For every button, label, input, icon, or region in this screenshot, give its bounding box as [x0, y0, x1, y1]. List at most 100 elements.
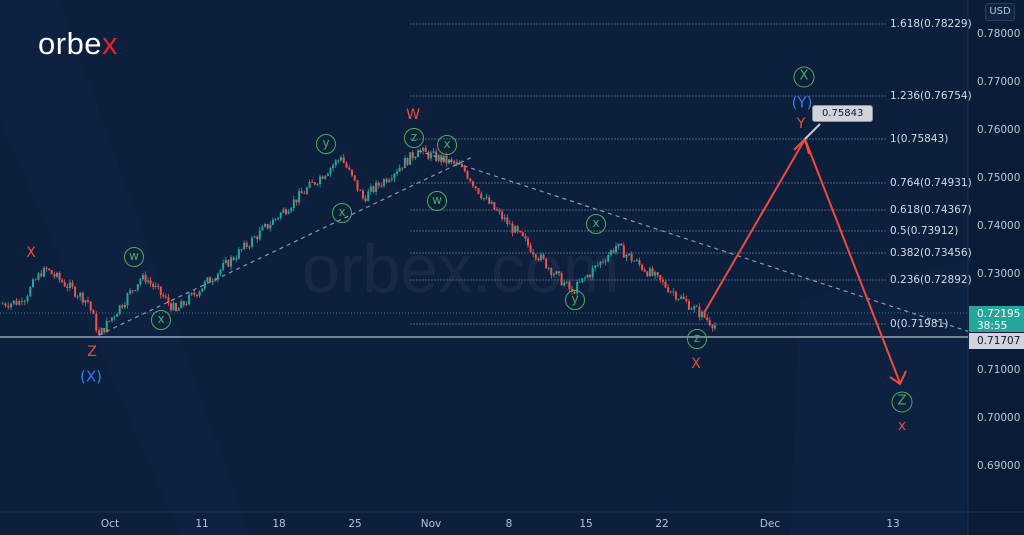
candle-body — [311, 181, 314, 183]
wave-label: x — [151, 310, 171, 330]
candle-body — [563, 282, 566, 286]
time-tick: 8 — [505, 518, 513, 530]
candle-body — [337, 160, 340, 162]
candle-body — [417, 150, 419, 157]
candle-body — [253, 236, 256, 238]
fib-level-label: 0.5(0.73912) — [890, 225, 959, 237]
candle-body — [334, 160, 337, 166]
candle-body — [685, 298, 688, 302]
candle-body — [625, 254, 628, 258]
candle-body — [377, 182, 380, 186]
candle-body — [152, 283, 155, 287]
fib-level-label: 0(0.71981) — [890, 318, 949, 330]
candle-body — [129, 290, 132, 294]
candle-body — [110, 317, 113, 321]
candle-body — [643, 269, 646, 272]
candle-body — [677, 298, 680, 300]
candle-body — [256, 236, 259, 240]
candle-body — [290, 208, 293, 212]
candle-body — [131, 290, 134, 292]
candle-body — [687, 301, 690, 310]
candle-body — [177, 308, 180, 311]
candle-body — [359, 190, 362, 192]
candle-body — [193, 292, 196, 295]
candle-body — [560, 273, 563, 286]
candle-body — [488, 197, 491, 204]
candle-body — [351, 169, 353, 176]
candle-body — [250, 237, 253, 247]
candle-body — [469, 178, 472, 182]
candle-body — [490, 202, 493, 204]
candle-body — [53, 274, 56, 277]
candle-body — [607, 255, 610, 262]
candle-body — [534, 254, 537, 259]
candle-body — [116, 314, 119, 317]
candle-body — [527, 238, 529, 246]
candle-body — [542, 254, 545, 259]
target-price-callout[interactable]: 0.75843 — [812, 105, 874, 122]
candle-body — [211, 280, 214, 283]
candle-body — [113, 316, 116, 318]
candle-body — [43, 267, 45, 277]
wave-label: z — [687, 329, 707, 349]
candle-body — [305, 187, 308, 194]
price-tick: 0.73000 — [977, 268, 1021, 280]
candle-body — [279, 212, 282, 218]
logo-text: orbe — [38, 26, 103, 61]
candle-body — [154, 285, 157, 287]
candle-body — [74, 286, 77, 297]
candle-body — [81, 292, 84, 303]
candle-body — [298, 191, 301, 203]
candle-body — [353, 175, 356, 181]
time-tick: 11 — [195, 518, 209, 530]
candle-body — [235, 258, 238, 260]
bg-band — [790, 260, 968, 535]
candle-body — [206, 277, 209, 282]
candle-body — [622, 245, 625, 258]
candle-body — [182, 301, 185, 305]
candle-body — [667, 287, 670, 293]
candle-body — [396, 171, 399, 174]
candle-body — [461, 164, 463, 167]
candle-body — [216, 273, 219, 280]
candle-body — [589, 274, 592, 277]
candle-body — [84, 300, 87, 303]
candle-body — [390, 178, 393, 180]
candle-body — [602, 261, 605, 263]
currency-badge[interactable]: USD — [985, 3, 1015, 21]
candle-body — [89, 301, 92, 311]
candle-body — [545, 258, 548, 269]
candle-body — [388, 179, 391, 183]
candle-body — [269, 224, 272, 229]
candle-body — [58, 272, 61, 280]
candle-body — [167, 297, 170, 304]
candle-body — [401, 167, 404, 169]
candle-body — [10, 303, 12, 308]
candle-body — [139, 279, 142, 285]
candle-body — [326, 173, 329, 176]
wave-label: (X) — [80, 367, 102, 386]
candle-body — [61, 279, 64, 283]
candle-body — [287, 211, 290, 214]
candle-body — [714, 325, 716, 329]
candle-body — [277, 217, 280, 219]
candle-body — [409, 152, 412, 165]
candle-body — [264, 224, 267, 227]
candle-body — [422, 147, 425, 151]
candle-body — [403, 158, 406, 169]
wave-label: Z — [891, 391, 913, 413]
wave-label: x — [332, 203, 352, 223]
candle-body — [472, 181, 474, 187]
candle-body — [190, 292, 193, 295]
bg-band — [0, 0, 250, 535]
candle-body — [313, 182, 316, 185]
candle-body — [364, 198, 367, 202]
candle-body — [474, 186, 477, 189]
trendline — [98, 156, 474, 336]
candle-body — [635, 260, 638, 261]
candle-body — [615, 246, 617, 253]
candle-body — [15, 300, 18, 305]
candle-body — [367, 191, 370, 202]
